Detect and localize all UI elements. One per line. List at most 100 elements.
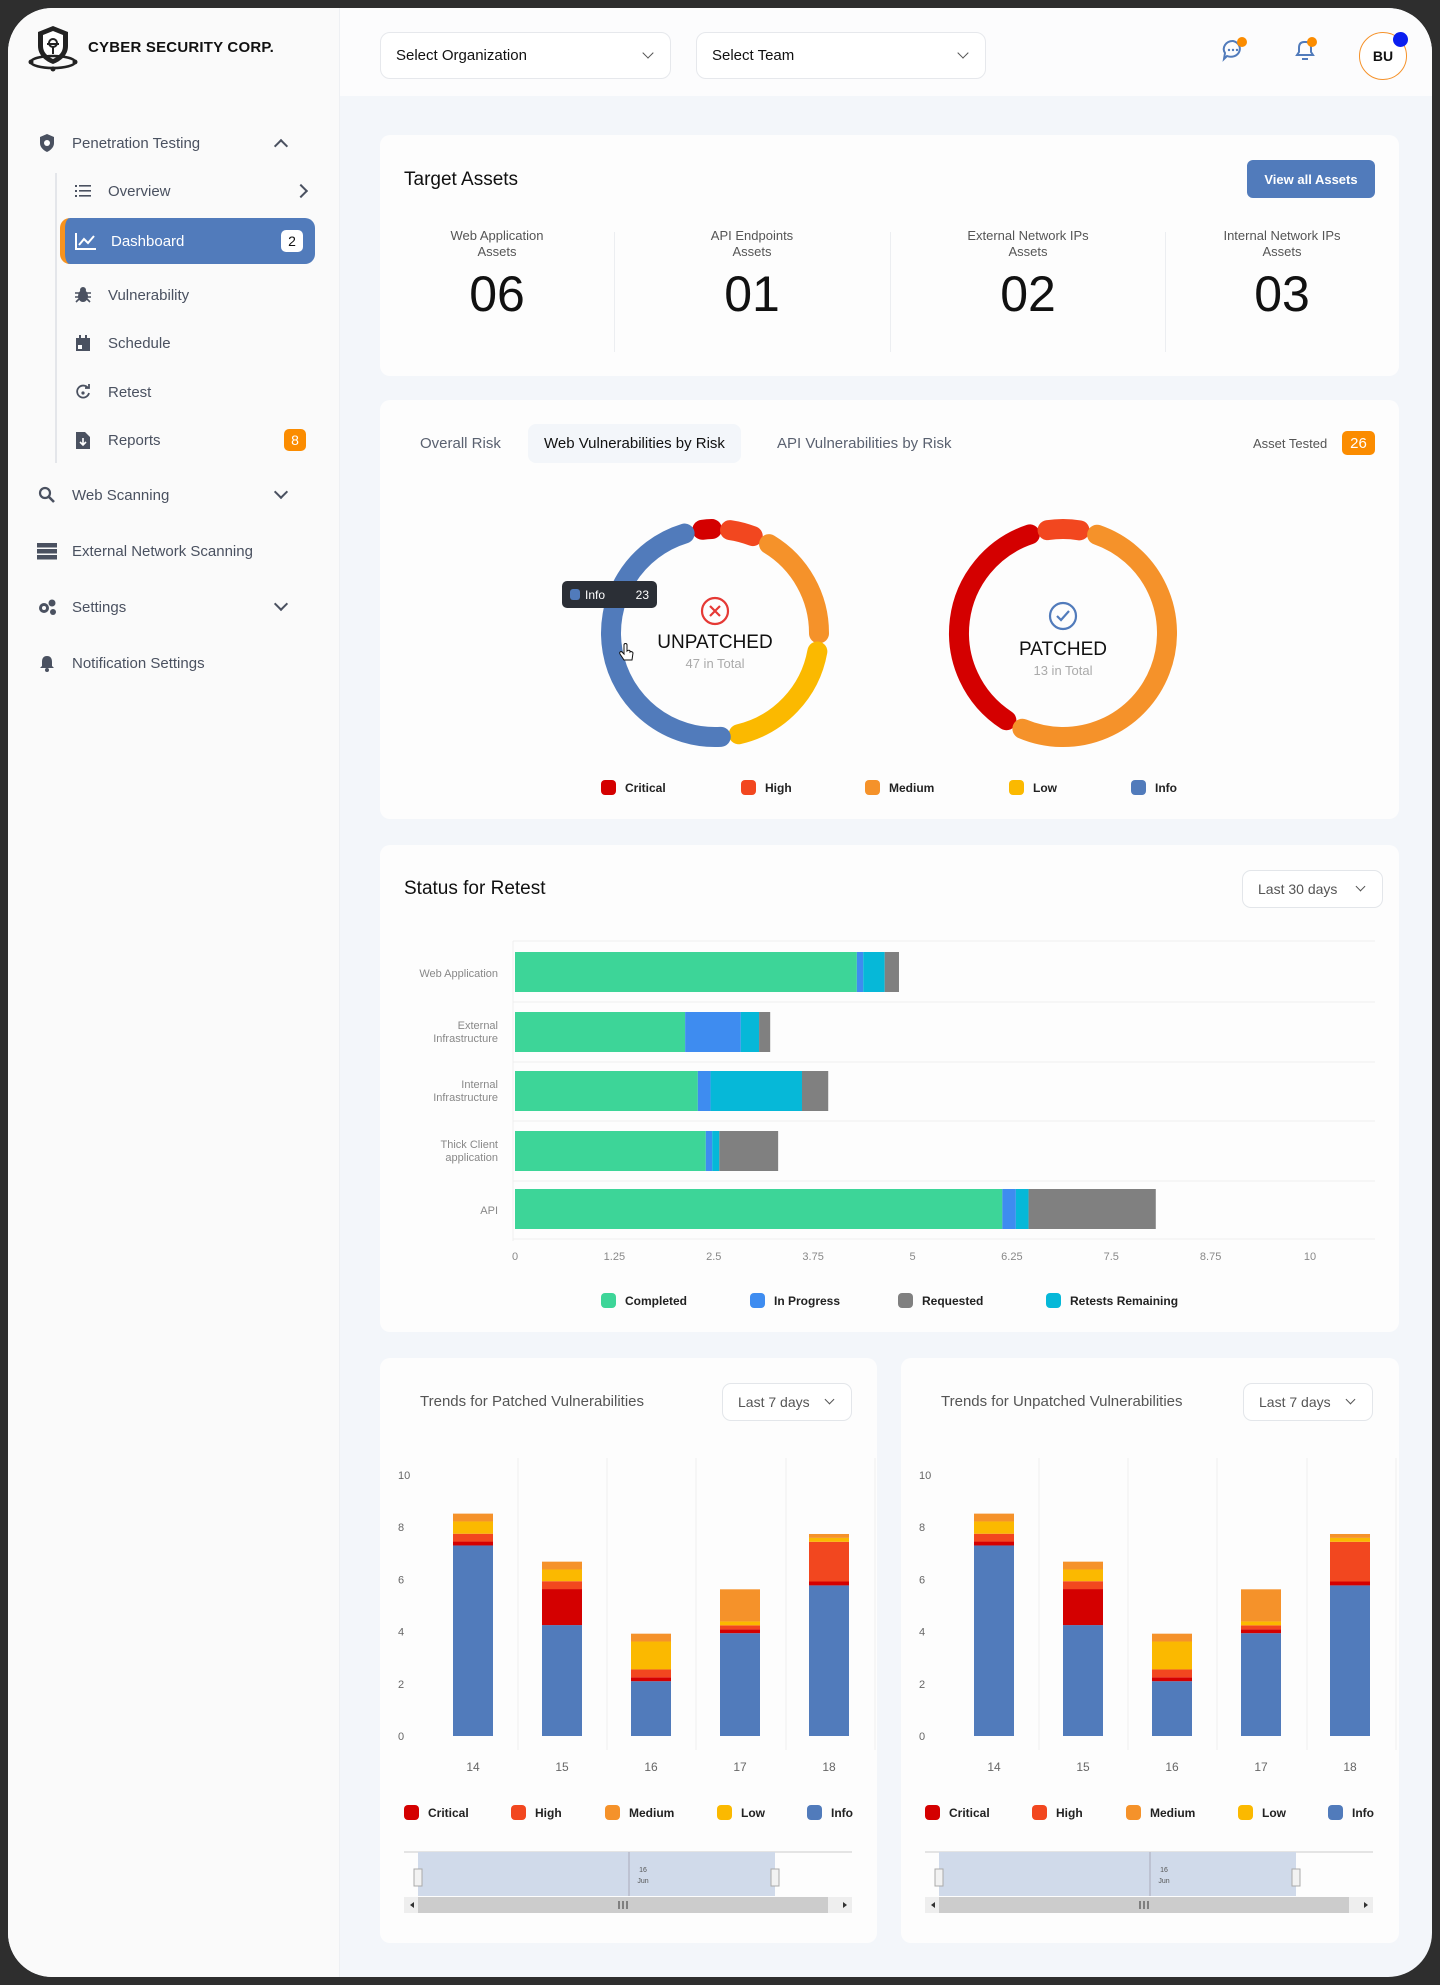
bar-requested[interactable] [1028, 1189, 1156, 1229]
bar-high[interactable] [631, 1669, 671, 1678]
bar-high[interactable] [1063, 1581, 1103, 1590]
avatar[interactable]: BU [1359, 32, 1407, 80]
bar-in-progress[interactable] [1002, 1189, 1016, 1229]
bar-completed[interactable] [515, 952, 857, 992]
tab-overall-risk[interactable]: Overall Risk [420, 435, 501, 452]
bar-retests-remaining[interactable] [710, 1071, 802, 1111]
navigator-selection[interactable] [939, 1852, 1296, 1896]
bar-low[interactable] [1330, 1537, 1370, 1542]
navigator-handle[interactable] [934, 1868, 944, 1887]
bar-completed[interactable] [515, 1131, 706, 1171]
bar-info[interactable] [974, 1545, 1014, 1736]
bar-info[interactable] [1241, 1633, 1281, 1736]
bar-requested[interactable] [884, 952, 899, 992]
bar-critical[interactable] [809, 1581, 849, 1586]
bar-critical[interactable] [453, 1541, 493, 1546]
tab-web-vulnerabilities[interactable]: Web Vulnerabilities by Risk [528, 424, 741, 463]
bar-critical[interactable] [1241, 1629, 1281, 1634]
legend-item[interactable]: Medium [865, 780, 934, 795]
chevron-up-icon[interactable] [273, 138, 289, 154]
bar-high[interactable] [974, 1533, 1014, 1542]
sidebar-item-overview[interactable]: Overview [72, 179, 326, 203]
sidebar-item-external-network-scanning[interactable]: External Network Scanning [36, 539, 253, 563]
bar-medium[interactable] [631, 1633, 671, 1642]
bar-low[interactable] [1152, 1641, 1192, 1670]
bar-info[interactable] [720, 1633, 760, 1736]
unpatched-slice-low[interactable] [728, 641, 828, 745]
unpatched-slice-high[interactable] [720, 520, 763, 547]
select-organization[interactable]: Select Organization [380, 32, 671, 79]
legend-item[interactable]: Low [1238, 1805, 1286, 1820]
legend-item[interactable]: Info [807, 1805, 853, 1820]
bar-low[interactable] [974, 1521, 1014, 1534]
patched-slice-critical[interactable] [949, 524, 1040, 731]
bar-medium[interactable] [809, 1533, 849, 1538]
legend-item[interactable]: Retests Remaining [1046, 1293, 1178, 1308]
legend-item[interactable]: Requested [898, 1293, 983, 1308]
sidebar-item-reports[interactable]: Reports 8 [72, 428, 326, 452]
bar-critical[interactable] [542, 1589, 582, 1626]
bar-completed[interactable] [515, 1071, 698, 1111]
scroll-left-arrow-icon[interactable] [931, 1902, 935, 1908]
scroll-right-arrow-icon[interactable] [1364, 1902, 1368, 1908]
bar-medium[interactable] [720, 1589, 760, 1622]
bar-low[interactable] [1241, 1621, 1281, 1626]
bar-medium[interactable] [1063, 1561, 1103, 1570]
patched-slice-high[interactable] [1037, 519, 1090, 541]
bar-low[interactable] [631, 1641, 671, 1670]
legend-item[interactable]: Medium [605, 1805, 674, 1820]
bar-high[interactable] [1152, 1669, 1192, 1678]
bar-medium[interactable] [1241, 1589, 1281, 1622]
unpatched-range-dropdown[interactable]: Last 7 days [1243, 1383, 1373, 1421]
bar-low[interactable] [809, 1537, 849, 1542]
notification-bell-icon[interactable] [1291, 34, 1321, 64]
bar-low[interactable] [720, 1621, 760, 1626]
bar-high[interactable] [453, 1533, 493, 1542]
legend-item[interactable]: Critical [925, 1805, 990, 1820]
bar-info[interactable] [1152, 1681, 1192, 1736]
legend-item[interactable]: High [741, 780, 792, 795]
legend-item[interactable]: Info [1328, 1805, 1374, 1820]
legend-item[interactable]: High [511, 1805, 562, 1820]
bar-info[interactable] [542, 1625, 582, 1736]
legend-item[interactable]: Completed [601, 1293, 687, 1308]
bar-critical[interactable] [720, 1629, 760, 1634]
navigator-selection[interactable] [418, 1852, 775, 1896]
bar-completed[interactable] [515, 1012, 686, 1052]
chat-icon[interactable] [1219, 34, 1249, 64]
scroll-left-arrow-icon[interactable] [410, 1902, 414, 1908]
sidebar-item-notification-settings[interactable]: Notification Settings [36, 651, 205, 675]
bar-critical[interactable] [974, 1541, 1014, 1546]
bar-critical[interactable] [1330, 1581, 1370, 1586]
bar-info[interactable] [1330, 1585, 1370, 1736]
bar-info[interactable] [453, 1545, 493, 1736]
bar-high[interactable] [1330, 1541, 1370, 1582]
scroll-right-arrow-icon[interactable] [843, 1902, 847, 1908]
sidebar-item-web-scanning[interactable]: Web Scanning [36, 483, 326, 507]
sidebar-item-vulnerability[interactable]: Vulnerability [72, 283, 189, 307]
sidebar-item-schedule[interactable]: Schedule [72, 331, 171, 355]
bar-low[interactable] [542, 1569, 582, 1582]
legend-item[interactable]: Medium [1126, 1805, 1195, 1820]
bar-requested[interactable] [759, 1012, 771, 1052]
bar-retests-remaining[interactable] [712, 1131, 720, 1171]
bar-medium[interactable] [1152, 1633, 1192, 1642]
bar-requested[interactable] [801, 1071, 829, 1111]
unpatched-slice-info[interactable] [601, 523, 731, 747]
retest-range-dropdown[interactable]: Last 30 days [1242, 870, 1383, 908]
navigator-handle[interactable] [770, 1868, 780, 1887]
legend-item[interactable]: Low [717, 1805, 765, 1820]
bar-in-progress[interactable] [697, 1071, 711, 1111]
unpatched-slice-medium[interactable] [759, 534, 829, 644]
bar-critical[interactable] [1152, 1677, 1192, 1682]
legend-item[interactable]: High [1032, 1805, 1083, 1820]
bar-info[interactable] [631, 1681, 671, 1736]
view-all-assets-button[interactable]: View all Assets [1247, 160, 1375, 198]
bar-info[interactable] [809, 1585, 849, 1736]
bar-high[interactable] [1241, 1625, 1281, 1630]
legend-item[interactable]: Low [1009, 780, 1057, 795]
bar-in-progress[interactable] [685, 1012, 741, 1052]
navigator-handle[interactable] [1291, 1868, 1301, 1887]
sidebar-item-settings[interactable]: Settings [36, 595, 326, 619]
sidebar-item-penetration-testing[interactable]: Penetration Testing [36, 131, 326, 155]
